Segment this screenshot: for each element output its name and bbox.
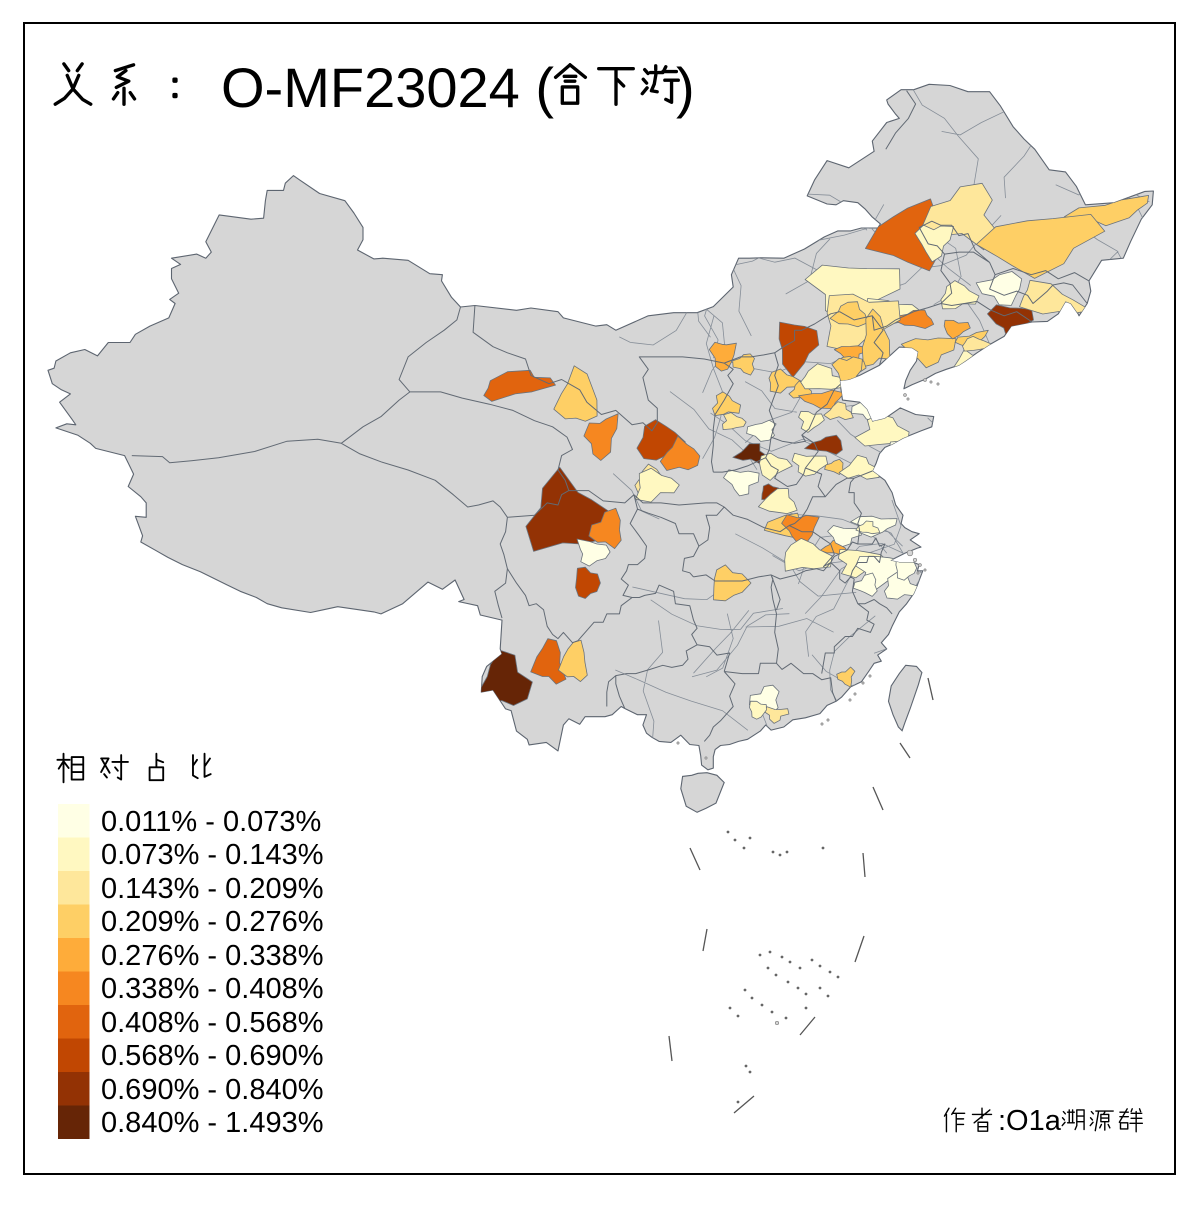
svg-text:0.276% - 0.338%: 0.276% - 0.338%: [101, 940, 323, 972]
svg-text:0.408% - 0.568%: 0.408% - 0.568%: [101, 1007, 323, 1039]
svg-text:0.690% - 0.840%: 0.690% - 0.840%: [101, 1074, 323, 1106]
svg-text:0.338% - 0.408%: 0.338% - 0.408%: [101, 973, 323, 1005]
svg-text:0.840% - 1.493%: 0.840% - 1.493%: [101, 1107, 323, 1139]
svg-text:0.143% - 0.209%: 0.143% - 0.209%: [101, 873, 323, 905]
svg-text::O1a: :O1a: [998, 1105, 1062, 1137]
svg-text:0.073% - 0.143%: 0.073% - 0.143%: [101, 839, 323, 871]
svg-text:0.209% - 0.276%: 0.209% - 0.276%: [101, 906, 323, 938]
svg-text:0.568% - 0.690%: 0.568% - 0.690%: [101, 1040, 323, 1072]
svg-text:O-MF23024 (: O-MF23024 (: [221, 56, 554, 119]
svg-text:): ): [676, 56, 695, 119]
svg-text:0.011% - 0.073%: 0.011% - 0.073%: [101, 806, 321, 838]
